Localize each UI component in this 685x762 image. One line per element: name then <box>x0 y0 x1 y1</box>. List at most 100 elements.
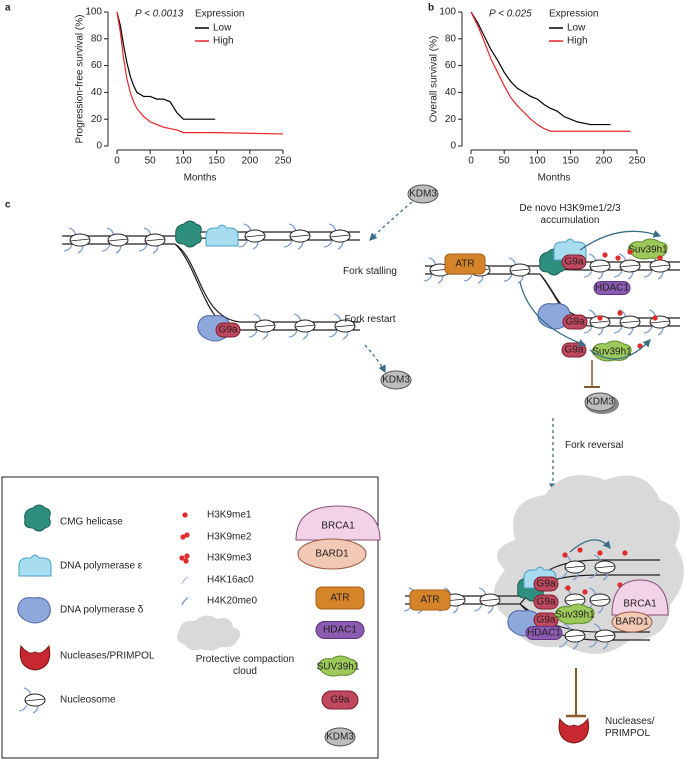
y-tick-label: 0 <box>96 141 102 152</box>
suv39h1-label: Suv39h1 <box>628 245 668 256</box>
nucleosome-dna <box>589 320 611 324</box>
nucleosome-dna <box>334 324 356 328</box>
accumulation-label: De novo H3K9me1/2/3 accumulation <box>519 203 621 226</box>
legend-label: H3K9me3 <box>207 553 252 564</box>
g9a <box>561 254 587 270</box>
legend-label: Low <box>213 23 232 34</box>
panel-label: c <box>5 200 11 211</box>
solid-arrow <box>589 339 651 360</box>
methyl-mark <box>582 589 588 595</box>
methyl-mark <box>597 315 603 321</box>
pol-epsilon <box>18 554 52 577</box>
nuclease <box>558 717 589 744</box>
g9a-label: G9a <box>566 317 585 328</box>
legend-label: H3K9me1 <box>207 510 252 521</box>
fork-stalling: Fork stalling <box>343 266 397 277</box>
y-tick-label: 40 <box>91 87 103 98</box>
methyl-mark <box>615 255 621 261</box>
g9a-label: G9a <box>565 257 584 268</box>
g9a-label: G9a <box>219 325 238 336</box>
nucleosome-dna <box>649 264 671 268</box>
g9a <box>321 690 359 710</box>
x-tick-label: 200 <box>595 156 612 167</box>
legend-label: CMG helicase <box>60 517 123 528</box>
methyl-mark <box>637 343 643 349</box>
methyl-mark <box>627 249 633 255</box>
kdm3 <box>324 727 356 747</box>
bard1 <box>297 538 367 570</box>
nucleosome-dna <box>509 268 531 272</box>
g9a-label: G9a <box>537 615 556 626</box>
kdm3 <box>380 370 412 390</box>
y-tick-label: 80 <box>445 33 457 44</box>
x-tick-label: 250 <box>275 156 292 167</box>
legend-label: High <box>213 36 234 47</box>
methyl-mark <box>597 550 603 556</box>
nucleosome-dna <box>619 264 641 268</box>
methyl-mark <box>652 315 658 321</box>
y-tick-label: 20 <box>91 114 103 125</box>
atr-label: ATR <box>420 595 439 606</box>
methyl-mark <box>184 553 190 559</box>
fork-restart: Fork restart <box>344 314 396 325</box>
y-tick-label: 80 <box>91 33 103 44</box>
legend-label: Nucleosome <box>60 695 116 706</box>
nucleosome-dna <box>479 598 501 602</box>
methyl-mark <box>180 534 186 540</box>
methyl-mark <box>179 555 185 561</box>
legend-label: DNA polymerase ε <box>60 561 143 572</box>
g9a-label: G9a <box>565 345 584 356</box>
nucleosome-dna <box>594 634 616 638</box>
nucleosome-dna <box>289 234 311 238</box>
y-axis-label: Overall survival (%) <box>429 36 440 123</box>
legend-label: Protective compaction cloud <box>195 654 295 677</box>
methyl-mark <box>184 532 190 538</box>
atr <box>409 589 451 611</box>
suv39h1-label: Suv39h1 <box>555 610 595 621</box>
nucleosome-dna <box>594 565 616 569</box>
nucleosome-dna <box>69 238 91 242</box>
legend-label: BARD1 <box>315 549 349 560</box>
cmg-helicase <box>175 220 202 248</box>
p-value: P < 0.025 <box>489 9 532 20</box>
hdac1 <box>525 626 563 640</box>
nucleosome-dna <box>294 324 316 328</box>
suv39h1-label: Suv39h1 <box>592 347 632 358</box>
y-axis-label: Progression-free survival (%) <box>75 15 86 144</box>
y-tick-label: 100 <box>85 7 102 18</box>
nucleosome-dna <box>329 234 351 238</box>
survival-curve <box>116 11 284 135</box>
g9a-label: G9a <box>537 579 556 590</box>
nucleosome-dna <box>144 238 166 242</box>
nuclease <box>19 644 51 671</box>
y-tick-label: 60 <box>445 60 457 71</box>
x-tick-label: 100 <box>175 156 192 167</box>
x-axis-label: Months <box>538 173 571 184</box>
legend-label: H4K16ac0 <box>207 575 254 586</box>
atr <box>315 586 365 610</box>
methyl-mark <box>183 558 189 564</box>
kdm3-label: KDM3 <box>382 375 410 386</box>
x-tick-label: 150 <box>562 156 579 167</box>
methyl-mark <box>565 585 571 591</box>
nucleosome-dna <box>589 264 611 268</box>
x-tick-label: 0 <box>114 156 120 167</box>
hdac1 <box>593 281 631 295</box>
nucleosome-dna <box>564 565 586 569</box>
brca1 <box>295 505 381 541</box>
x-tick-label: 250 <box>629 156 646 167</box>
nucleosome-dna <box>564 634 586 638</box>
x-tick-label: 200 <box>241 156 258 167</box>
y-tick-label: 100 <box>439 7 456 18</box>
x-tick-label: 50 <box>499 156 511 167</box>
bard1 <box>611 611 653 633</box>
solid-arrow <box>519 281 587 347</box>
y-tick-label: 40 <box>445 87 457 98</box>
suv39h1 <box>554 603 595 625</box>
h4-mark <box>181 597 189 606</box>
x-axis-label: Months <box>184 173 217 184</box>
g9a <box>562 314 588 330</box>
x-tick-label: 150 <box>208 156 225 167</box>
x-tick-label: 50 <box>145 156 157 167</box>
